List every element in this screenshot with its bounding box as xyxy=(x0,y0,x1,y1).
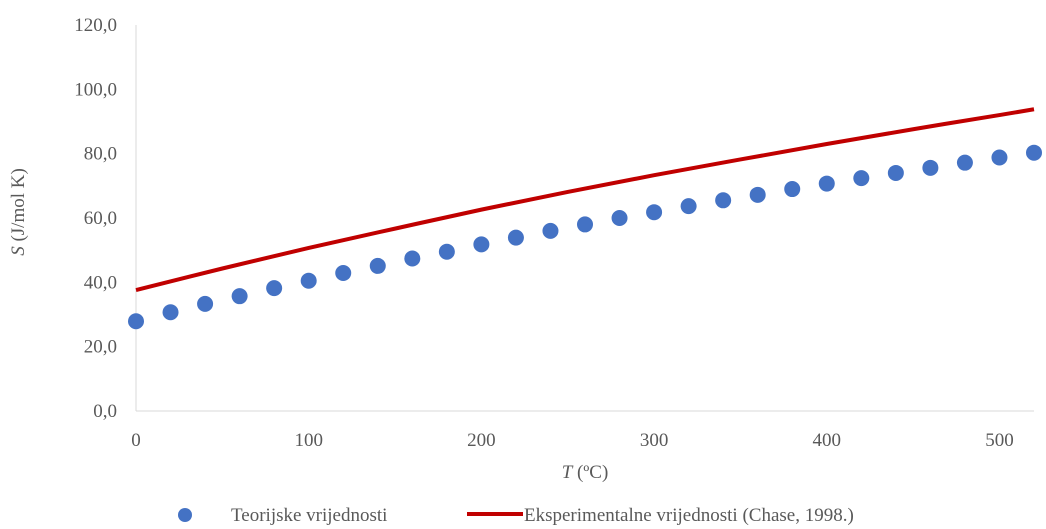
x-tick-label: 200 xyxy=(467,430,496,451)
plot-area xyxy=(128,107,1042,330)
x-tick-label: 300 xyxy=(640,430,669,451)
y-tick-labels: 0,0 20,0 40,0 60,0 80,0 100,0 120,0 xyxy=(74,15,117,422)
y-tick-label: 20,0 xyxy=(84,337,117,358)
data-point-teorijske xyxy=(438,243,455,260)
x-axis-title: T (ºC) xyxy=(562,462,609,483)
y-tick-label: 100,0 xyxy=(74,79,117,100)
y-tick-label: 0,0 xyxy=(93,401,117,422)
y-tick-label: 80,0 xyxy=(84,144,117,165)
y-axis-title: S (J/mol K) xyxy=(8,168,29,256)
data-point-teorijske xyxy=(611,210,628,226)
data-point-teorijske xyxy=(197,295,214,312)
data-point-teorijske xyxy=(577,216,593,233)
data-point-teorijske xyxy=(335,265,352,282)
x-tick-labels: 0 100 200 300 400 500 xyxy=(131,430,1013,451)
data-point-teorijske xyxy=(853,170,870,187)
data-point-teorijske xyxy=(922,159,939,176)
series-line-eksperimentalne xyxy=(135,107,1035,292)
legend: Teorijske vrijednosti Eksperimentalne vr… xyxy=(178,505,854,526)
data-point-teorijske xyxy=(369,257,386,274)
x-tick-label: 100 xyxy=(294,430,323,451)
x-tick-label: 0 xyxy=(131,430,141,451)
data-point-teorijske xyxy=(542,222,559,239)
data-point-teorijske xyxy=(128,313,144,330)
data-point-teorijske xyxy=(749,186,766,203)
data-point-teorijske xyxy=(507,229,524,246)
y-tick-label: 120,0 xyxy=(74,15,117,36)
data-point-teorijske xyxy=(162,304,179,321)
y-tick-label: 40,0 xyxy=(84,272,117,293)
data-point-teorijske xyxy=(956,154,973,171)
data-point-teorijske xyxy=(818,175,835,192)
data-point-teorijske xyxy=(300,272,317,289)
data-point-teorijske xyxy=(404,250,421,267)
data-point-teorijske xyxy=(715,192,732,209)
x-tick-label: 500 xyxy=(985,430,1014,451)
data-point-teorijske xyxy=(1026,144,1042,161)
data-point-teorijske xyxy=(473,236,490,253)
data-point-teorijske xyxy=(680,198,697,215)
legend-marker-teorijske xyxy=(178,508,192,522)
legend-label-teorijske: Teorijske vrijednosti xyxy=(231,505,387,526)
data-point-teorijske xyxy=(991,149,1008,166)
data-point-teorijske xyxy=(231,288,248,305)
data-point-teorijske xyxy=(646,204,663,221)
data-point-teorijske xyxy=(266,280,283,297)
data-point-teorijske xyxy=(887,164,904,181)
y-tick-label: 60,0 xyxy=(84,208,117,229)
x-tick-label: 400 xyxy=(813,430,842,451)
legend-label-eksperimentalne: Eksperimentalne vrijednosti (Chase, 1998… xyxy=(524,505,854,526)
data-point-teorijske xyxy=(784,181,801,198)
